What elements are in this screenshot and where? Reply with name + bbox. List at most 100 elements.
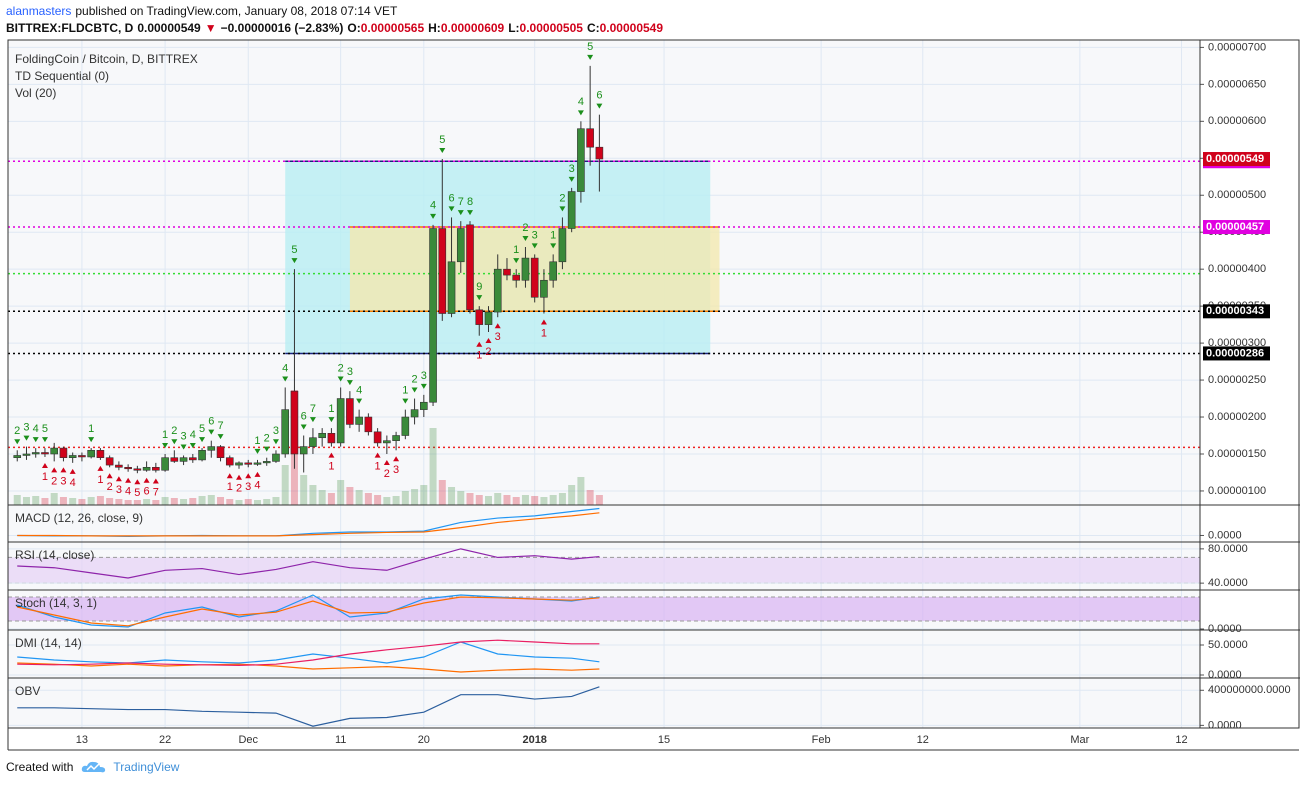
candle-body <box>549 261 557 281</box>
publish-line: alanmasters published on TradingView.com… <box>6 4 397 18</box>
candle-body <box>281 409 290 455</box>
candle-body <box>373 431 382 444</box>
volume-bar <box>586 490 594 505</box>
volume-bar <box>59 497 67 505</box>
td-arrow <box>263 446 270 452</box>
candle-body <box>567 191 576 229</box>
x-tick-label: 2018 <box>522 734 546 746</box>
td-arrow <box>254 471 261 477</box>
y-tick-label: 40.0000 <box>1208 577 1248 589</box>
change: −0.00000016 (−2.83%) <box>220 21 344 35</box>
volume-bar <box>346 487 354 505</box>
td-arrow <box>254 448 261 454</box>
td-count: 2 <box>412 373 418 385</box>
volume-bar <box>309 485 317 505</box>
candle-body <box>124 466 132 470</box>
volume-bar <box>50 493 58 505</box>
candle-body <box>355 416 363 425</box>
chart-title: FoldingCoin / Bitcoin, D, BITTREX <box>15 52 198 66</box>
td-count: 1 <box>328 461 334 473</box>
volume-bar <box>531 496 539 505</box>
td-count: 2 <box>485 346 491 358</box>
pane-title: DMI (14, 14) <box>15 636 82 650</box>
candle-body <box>13 455 22 458</box>
td-arrow <box>550 243 557 249</box>
td-arrow <box>171 439 178 445</box>
td-count: 5 <box>587 41 593 53</box>
td-count: 1 <box>42 471 48 483</box>
candle-body <box>577 128 585 192</box>
td-count: 6 <box>301 410 307 422</box>
td-count: 4 <box>356 385 362 397</box>
x-tick-label: 20 <box>418 734 430 746</box>
volume-bar <box>457 491 465 505</box>
td-arrow <box>291 258 298 264</box>
volume-bar <box>115 499 123 505</box>
td-count: 4 <box>33 423 39 435</box>
candle-body <box>336 398 345 444</box>
td-count: 4 <box>282 362 288 374</box>
td-count: 2 <box>236 483 242 495</box>
td-count: 2 <box>264 433 270 445</box>
y-tick-label: 0.00000250 <box>1208 374 1266 386</box>
td-arrow <box>596 103 603 109</box>
td-count: 7 <box>310 403 316 415</box>
y-tick-label: 0.00000200 <box>1208 411 1266 423</box>
volume-bar <box>78 499 86 505</box>
td-count: 8 <box>467 196 473 208</box>
pane-band <box>8 597 1200 621</box>
td-count: 1 <box>550 229 556 241</box>
volume-bar <box>253 500 261 505</box>
td-arrow <box>402 398 409 404</box>
td-count: 3 <box>245 481 251 493</box>
td-arrow <box>374 452 381 458</box>
candle-body <box>115 464 123 468</box>
candle-body <box>401 416 410 436</box>
volume-bar <box>429 428 437 505</box>
y-tick-label: 0.00000650 <box>1208 78 1266 90</box>
td-arrow <box>217 434 224 440</box>
candle-body <box>225 457 234 466</box>
td-arrow <box>531 243 538 249</box>
td-count: 3 <box>347 366 353 378</box>
candle-body <box>540 279 548 298</box>
td-arrow <box>226 473 233 479</box>
author[interactable]: alanmasters <box>6 4 72 18</box>
td-count: 3 <box>495 331 501 343</box>
td-count: 2 <box>107 481 113 493</box>
candle-body <box>420 401 428 410</box>
td-arrow <box>328 452 335 458</box>
volume-bar <box>364 493 372 505</box>
td-count: 6 <box>448 192 454 204</box>
x-tick-label: 11 <box>335 734 346 746</box>
created-with: Created with <box>6 760 74 774</box>
td-arrow <box>41 462 48 468</box>
volume-bar <box>263 499 271 505</box>
brand[interactable]: TradingView <box>113 760 180 774</box>
td-arrow <box>448 206 455 212</box>
td-arrow <box>522 235 529 241</box>
candle-body <box>142 466 151 471</box>
candle-body <box>68 455 77 458</box>
x-tick-label: 22 <box>159 734 171 746</box>
volume-bar <box>69 498 77 505</box>
td-arrow <box>272 439 279 445</box>
td-arrow <box>577 110 584 116</box>
frame <box>7 39 1300 729</box>
symbol-line: BITTREX:FLDCBTC, D 0.00000549 ▼ −0.00000… <box>6 21 663 35</box>
td-count: 6 <box>596 90 602 102</box>
td-arrow <box>106 473 113 479</box>
td-count: 3 <box>60 475 66 487</box>
candle-body <box>78 455 86 458</box>
price-tag-label: 0.00000457 <box>1206 221 1264 233</box>
td-count: 2 <box>51 475 57 487</box>
volume-bar <box>549 495 557 505</box>
y-tick-label: 0.0000 <box>1208 719 1242 731</box>
volume-bar <box>337 480 345 505</box>
volume-bar <box>281 465 289 505</box>
candle-body <box>272 453 280 462</box>
td-count: 3 <box>23 422 29 434</box>
td-count: 3 <box>532 229 538 241</box>
study-label: TD Sequential (0) <box>15 69 109 83</box>
